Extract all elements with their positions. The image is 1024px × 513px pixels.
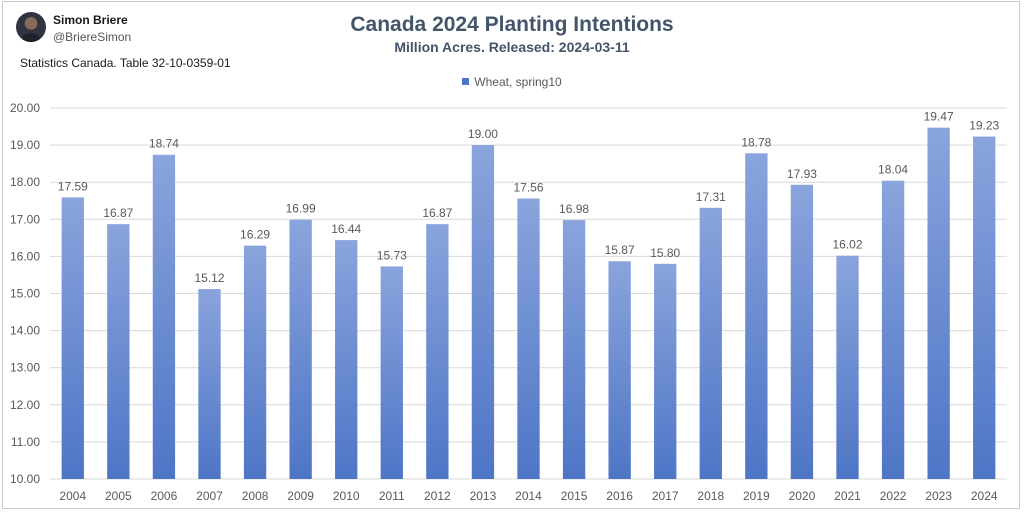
avatar: [16, 12, 46, 42]
y-tick-label: 19.00: [10, 138, 40, 152]
data-label: 16.44: [331, 222, 361, 236]
bar: [790, 184, 814, 479]
data-label: 17.31: [696, 190, 726, 204]
y-tick-label: 14.00: [10, 324, 40, 338]
y-tick-label: 17.00: [10, 212, 40, 226]
data-label: 16.98: [559, 202, 589, 216]
data-label: 17.59: [58, 179, 88, 193]
y-tick-label: 18.00: [10, 175, 40, 189]
data-label: 15.73: [377, 248, 407, 262]
y-tick-label: 15.00: [10, 287, 40, 301]
x-tick-label: 2016: [606, 489, 633, 503]
x-tick-label: 2021: [834, 489, 861, 503]
x-tick-label: 2009: [287, 489, 314, 503]
data-label: 18.78: [741, 135, 771, 149]
x-tick-label: 2015: [561, 489, 588, 503]
bar: [608, 261, 631, 479]
x-tick-label: 2018: [697, 489, 724, 503]
bar: [426, 224, 449, 479]
bar: [973, 136, 996, 479]
bar: [699, 207, 722, 479]
y-tick-label: 10.00: [10, 472, 40, 486]
bar: [836, 255, 859, 479]
data-labels: 17.59 16.87 18.74 15.12 16.29 16.99 16.44 15.73…: [58, 110, 1000, 285]
chart-subtitle: Million Acres. Released: 2024-03-11: [394, 39, 630, 55]
data-label: 17.56: [513, 181, 543, 195]
legend-swatch: [462, 78, 470, 86]
x-axis: 2004 2005 2006 2007 2008 2009 2010 2011 2012 2013…: [59, 489, 997, 503]
x-tick-label: 2008: [242, 489, 269, 503]
bar: [927, 127, 950, 480]
bar: [152, 154, 176, 479]
x-tick-label: 2017: [652, 489, 679, 503]
data-label: 19.23: [969, 119, 999, 133]
bar: [335, 240, 358, 479]
bar: [654, 263, 677, 479]
x-tick-label: 2024: [971, 489, 998, 503]
y-tick-label: 13.00: [10, 361, 40, 375]
bar: [380, 266, 403, 479]
x-tick-label: 2012: [424, 489, 451, 503]
source-note: Statistics Canada. Table 32-10-0359-01: [20, 56, 231, 70]
author-handle: @BriereSimon: [53, 30, 132, 44]
y-tick-label: 20.00: [10, 101, 40, 115]
data-label: 16.87: [422, 206, 452, 220]
legend-label: Wheat, spring10: [474, 74, 562, 89]
x-tick-label: 2005: [105, 489, 132, 503]
x-tick-label: 2010: [333, 489, 360, 503]
bar: [517, 198, 540, 480]
bar: [562, 220, 586, 480]
x-tick-label: 2014: [515, 489, 542, 503]
y-tick-label: 11.00: [11, 435, 40, 449]
bar: [107, 224, 130, 479]
data-label: 16.99: [286, 202, 316, 216]
data-label: 17.93: [787, 167, 817, 181]
x-tick-label: 2020: [789, 489, 816, 503]
data-label: 15.80: [650, 246, 680, 260]
data-label: 16.29: [240, 228, 270, 242]
data-label: 15.87: [605, 243, 635, 257]
bar: [198, 289, 221, 479]
x-tick-label: 2023: [925, 489, 952, 503]
chart-title: Canada 2024 Planting Intentions: [350, 13, 674, 36]
data-label: 15.12: [194, 271, 224, 285]
bar: [61, 197, 84, 479]
bar: [243, 245, 267, 479]
y-tick-label: 12.00: [10, 398, 40, 412]
x-tick-label: 2004: [59, 489, 86, 503]
data-label: 16.87: [103, 206, 133, 220]
data-label: 19.00: [468, 127, 498, 141]
x-tick-label: 2022: [880, 489, 907, 503]
bar: [881, 180, 905, 479]
author-name: Simon Briere: [53, 13, 128, 27]
x-tick-label: 2007: [196, 489, 223, 503]
x-tick-label: 2019: [743, 489, 770, 503]
data-label: 18.74: [149, 137, 179, 151]
data-label: 19.47: [924, 110, 954, 124]
x-tick-label: 2013: [470, 489, 497, 503]
x-tick-label: 2006: [151, 489, 178, 503]
bar: [289, 219, 312, 479]
legend: Wheat, spring10: [0, 74, 1024, 89]
y-tick-label: 16.00: [10, 249, 40, 263]
bars: [61, 127, 996, 480]
bar: [471, 145, 495, 479]
data-label: 16.02: [832, 238, 862, 252]
x-tick-label: 2011: [379, 489, 405, 503]
data-label: 18.04: [878, 163, 908, 177]
bar: [745, 153, 768, 479]
y-axis: 10.00 11.00 12.00 13.00 14.00 15.00 16.00 17.00…: [10, 101, 40, 486]
